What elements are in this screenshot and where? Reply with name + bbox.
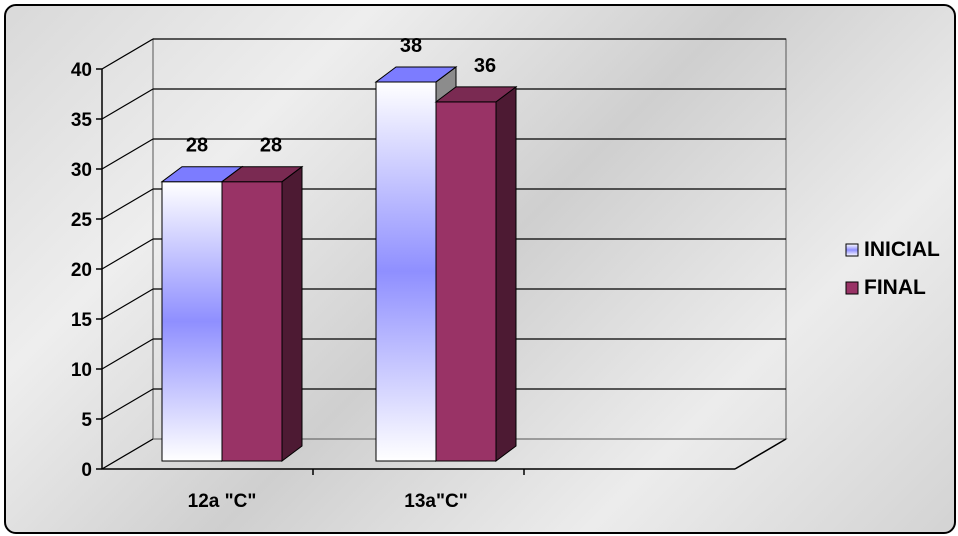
bar-front	[161, 181, 223, 462]
gridline-depth	[101, 338, 154, 370]
y-tick-label: 15	[71, 310, 93, 331]
y-tick-label: 30	[71, 160, 92, 181]
bar-top	[434, 86, 518, 103]
gridline-depth	[101, 288, 154, 320]
y-tick-label: 5	[81, 410, 92, 431]
bar-front	[221, 181, 283, 462]
legend-label-inicial: INICIAL	[864, 238, 940, 261]
y-tick-label: 40	[71, 60, 92, 81]
x-tick-label: 12a "C"	[188, 491, 257, 512]
bar-top	[220, 166, 304, 183]
gridline-depth	[101, 388, 154, 420]
y-tick-label: 0	[81, 460, 92, 481]
bar-side	[281, 165, 303, 462]
x-tick-label: 13a"C"	[404, 491, 467, 512]
data-label: 28	[186, 135, 208, 157]
legend-swatch-final	[845, 281, 859, 295]
bar-front	[435, 101, 497, 462]
data-label: 36	[474, 55, 496, 77]
bar-chart: 0 5 10 15 20 25 30 35 40 28 28 12a "C" 38 36 13a"C" I…	[71, 35, 940, 512]
data-label: 28	[260, 135, 282, 157]
data-label: 38	[400, 35, 422, 57]
gridline-depth	[101, 438, 154, 470]
bar-top	[374, 66, 458, 83]
gridline-depth	[101, 238, 154, 270]
y-tick-label: 10	[71, 360, 92, 381]
y-tick-label: 20	[71, 260, 92, 281]
bar-side	[495, 85, 517, 462]
gridline-depth	[101, 138, 154, 170]
legend-label-final: FINAL	[864, 276, 926, 299]
gridline-depth	[101, 38, 154, 70]
gridline-depth	[101, 88, 154, 120]
y-tick-label: 25	[71, 210, 93, 231]
chart-area: 0 5 10 15 20 25 30 35 40 28 28 12a "C" 38 36 13a"C" I…	[4, 4, 956, 534]
bar-front	[375, 81, 437, 462]
legend-swatch-inicial	[845, 243, 859, 257]
y-tick-label: 35	[71, 110, 93, 131]
gridline-depth	[101, 188, 154, 220]
x-axis-depth	[734, 438, 787, 470]
